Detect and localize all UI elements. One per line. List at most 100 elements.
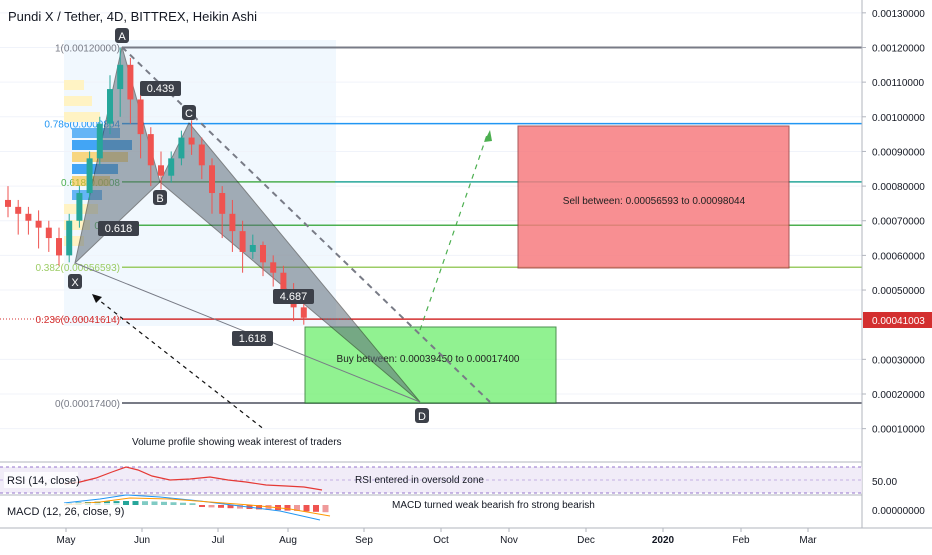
buy-zone[interactable]: [304, 326, 557, 404]
point-label-x: X: [71, 277, 79, 289]
ratio-label-bg: [140, 81, 181, 96]
chart-title: Pundi X / Tether, 4D, BITTREX, Heikin As…: [8, 9, 257, 24]
time-label: Oct: [433, 535, 449, 546]
fib-label-1: 1(0.00120000): [55, 43, 120, 54]
price-tick-label: 0.00060000: [872, 251, 925, 262]
macd-bar: [218, 505, 224, 508]
ratio-label-bg: [98, 221, 139, 236]
candle-body: [239, 231, 246, 252]
candle-body: [127, 64, 134, 100]
volume-note: Volume profile showing weak interest of …: [132, 437, 342, 448]
target-arrow-line: [419, 134, 488, 331]
candle-body: [209, 165, 215, 194]
point-label-bg: [182, 105, 196, 120]
volume-profile-bar: [72, 128, 120, 138]
time-label: Nov: [500, 535, 518, 546]
macd-note: MACD turned weak bearish fro strong bear…: [392, 500, 595, 511]
volume-profile-bar: [64, 236, 84, 246]
candle-body: [117, 64, 124, 90]
volume-profile-bar: [64, 112, 100, 122]
candle-body: [260, 244, 266, 263]
candle-body: [137, 99, 144, 135]
macd-bar: [303, 505, 310, 512]
point-label-a: A: [118, 31, 126, 43]
rsi-label-bg: [4, 472, 78, 488]
macd-line: [63, 494, 321, 521]
candle-body: [66, 220, 73, 256]
macd-bar: [161, 501, 167, 505]
rsi-tick: 50.00: [872, 477, 897, 488]
macd-signal: [63, 497, 331, 517]
time-label: Dec: [577, 535, 595, 546]
time-axis[interactable]: May Jun Jul Aug Sep Oct Nov Dec 2020 Feb Mar: [57, 528, 818, 546]
sell-zone-text: Sell between: 0.00056593 to 0.00098044: [563, 196, 746, 207]
pattern-points: A B C D X: [68, 28, 429, 423]
ratio-label: 0.618: [105, 223, 133, 235]
candle-body: [56, 238, 62, 256]
candle-body: [5, 199, 11, 207]
ratio-label-bg: [232, 331, 273, 346]
candle-body: [168, 158, 175, 176]
macd-bar: [189, 503, 196, 505]
ratio-label-bg: [273, 289, 314, 304]
channel-upper: [121, 46, 491, 403]
macd-bar: [208, 505, 215, 508]
price-tick-label: 0.00050000: [872, 286, 925, 297]
sell-zone[interactable]: [517, 125, 790, 269]
candle-body: [229, 213, 236, 232]
candle-body: [188, 137, 195, 145]
candle-body: [35, 220, 42, 228]
macd-bar: [265, 505, 272, 510]
price-tick-label: 0.00030000: [872, 355, 925, 366]
pattern-ratios: 0.439 0.618 4.687 1.618: [98, 81, 314, 346]
macd-bar: [256, 505, 262, 510]
macd-bar: [227, 505, 234, 509]
time-label: Jun: [134, 535, 150, 546]
candle-body: [249, 244, 256, 252]
time-label: Feb: [732, 535, 750, 546]
current-price-label: 0.00041003: [872, 316, 925, 327]
volume-profile-bar: [64, 80, 84, 90]
time-label: Sep: [355, 535, 373, 546]
macd-bar: [284, 505, 291, 511]
candle-body: [76, 193, 83, 221]
macd-bar: [151, 501, 158, 505]
rsi-label: RSI (14, close): [7, 475, 80, 487]
time-label: 2020: [652, 535, 675, 546]
candle-body: [158, 165, 164, 176]
macd-bar: [142, 501, 148, 505]
candle-body: [198, 144, 205, 166]
candle-body: [280, 272, 287, 291]
macd-bar: [123, 501, 129, 505]
macd-label: MACD (12, 26, close, 9): [7, 506, 124, 518]
macd-bar: [313, 505, 319, 512]
buy-zone-text: Buy between: 0.00039450 to 0.00017400: [337, 354, 520, 365]
rsi-line: [63, 466, 323, 491]
point-label-bg: [68, 274, 82, 289]
candle-body: [270, 262, 277, 273]
macd-tick: 0.00000000: [872, 506, 925, 517]
point-label-b: B: [156, 193, 163, 205]
price-axis[interactable]: 0.00130000 0.00120000 0.00110000 0.00100000…: [862, 9, 925, 436]
time-label: Jul: [212, 535, 225, 546]
fib-label-382: 0.382(0.00056593): [35, 263, 120, 274]
fib-label-786: 0.786(0.0009804: [44, 120, 120, 131]
candle-body: [219, 193, 226, 214]
time-label: May: [57, 535, 76, 546]
candle-body: [300, 307, 307, 318]
volume-profile-bar: [64, 96, 92, 106]
candle-body: [107, 89, 113, 124]
candle-body: [86, 158, 93, 194]
point-label-bg: [415, 408, 429, 423]
ratio-label: 0.439: [147, 83, 175, 95]
macd-bar: [180, 502, 186, 505]
ratio-label: 1.618: [239, 333, 267, 345]
volume-profile-bar: [72, 190, 102, 200]
candle-body: [15, 206, 22, 214]
current-price-badge: [863, 312, 932, 328]
candle-body: [178, 137, 185, 159]
macd-bar: [132, 501, 139, 505]
rsi-band: [0, 467, 862, 493]
